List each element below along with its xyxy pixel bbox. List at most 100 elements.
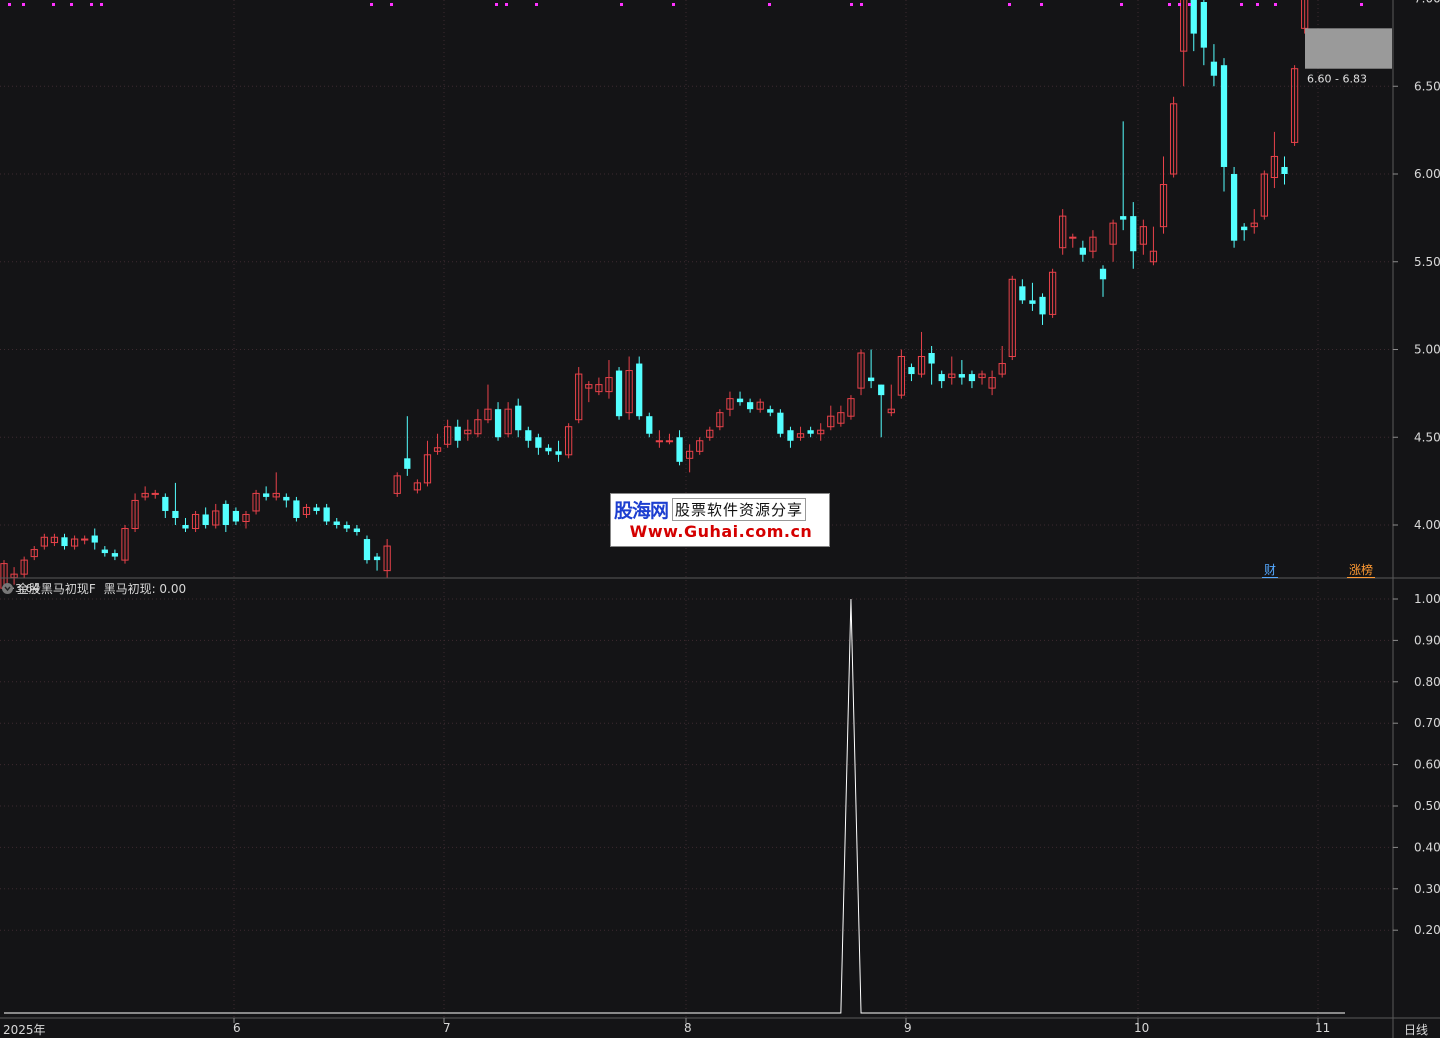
limit-up-badge[interactable]: 涨榜: [1347, 563, 1376, 578]
signal-marker: [1008, 3, 1011, 6]
candle-body: [585, 384, 593, 389]
signal-marker: [1240, 3, 1243, 6]
candle-body: [615, 370, 623, 417]
candle-body: [878, 384, 885, 396]
candle-body: [605, 377, 613, 393]
signal-marker: [768, 3, 771, 6]
price-tick-label: 5.50: [1414, 255, 1440, 269]
candle-body: [525, 430, 532, 441]
price-range-box: [1305, 28, 1392, 69]
signal-marker: [90, 3, 93, 6]
candle-body: [1029, 300, 1036, 304]
candle-body: [887, 408, 895, 414]
candle-body: [847, 398, 855, 417]
candle-body: [464, 429, 472, 435]
chevron-down-icon[interactable]: [2, 583, 13, 594]
price-tick-label: 7.00: [1414, 0, 1440, 6]
indicator-tick-label: 0.80: [1414, 675, 1440, 689]
signal-marker: [1120, 3, 1123, 6]
signal-marker: [100, 3, 103, 6]
candle-body: [655, 440, 664, 443]
candle-body: [393, 475, 401, 494]
x-label-1: 6: [233, 1021, 241, 1035]
candle-body: [545, 447, 552, 452]
candle-body: [1139, 226, 1147, 245]
candle-body: [293, 500, 300, 518]
candle-body: [1019, 286, 1026, 301]
candle-body: [1048, 271, 1057, 315]
candle-body: [685, 450, 694, 459]
signal-marker: [8, 3, 11, 6]
candle-body: [897, 356, 905, 396]
candle-body: [111, 553, 119, 557]
candle-body: [1089, 236, 1097, 252]
signal-marker: [672, 3, 675, 6]
candle-body: [162, 496, 169, 511]
candle-body: [1241, 226, 1248, 231]
candle-body: [263, 493, 270, 497]
candle-body: [182, 525, 189, 529]
indicator-title[interactable]: 金股黑马初现F: [16, 582, 96, 596]
candle-body: [272, 492, 280, 498]
candle-body: [121, 528, 129, 561]
price-tick-label: 4.00: [1414, 518, 1440, 532]
signal-marker: [535, 3, 538, 6]
indicator-line: [4, 598, 1345, 1014]
x-label-3: 8: [684, 1021, 692, 1035]
candle-body: [726, 398, 734, 410]
indicator-tick-label: 0.70: [1414, 716, 1440, 730]
candle-body: [1200, 2, 1207, 48]
signal-marker: [52, 3, 55, 6]
price-tick-label: 6.00: [1414, 167, 1440, 181]
candle-body: [383, 545, 391, 572]
finance-badge[interactable]: 财: [1262, 563, 1279, 578]
candle-body: [1120, 216, 1127, 220]
candle-body: [343, 525, 350, 529]
watermark-slogan: 股票软件资源分享: [672, 497, 807, 521]
x-label-2: 7: [443, 1021, 451, 1035]
candle-body: [938, 374, 945, 382]
candle-body: [1260, 173, 1268, 217]
indicator-tick-label: 0.90: [1414, 633, 1440, 647]
candle-body: [998, 363, 1006, 375]
candle-body: [1281, 166, 1288, 174]
candle-body: [857, 352, 865, 389]
candle-body: [242, 513, 250, 522]
candle-body: [1270, 155, 1279, 179]
candlestick-layer: 7.99 - 8.327.26 - 7.476.60 - 6.839.903.6…: [0, 0, 1392, 595]
candle-body: [1210, 61, 1218, 76]
candle-body: [363, 539, 371, 561]
indicator-tick-label: 0.50: [1414, 799, 1440, 813]
candle-body: [1220, 65, 1228, 167]
candle-body: [777, 412, 784, 434]
indicator-tick-label: 1.00: [1414, 592, 1440, 606]
grid-layer: [0, 0, 1393, 1018]
candle-body: [796, 433, 805, 438]
period-label[interactable]: 日线: [1404, 1023, 1429, 1037]
signal-marker: [505, 3, 508, 6]
price-tick-label: 4.50: [1414, 430, 1440, 444]
candle-body: [756, 401, 764, 410]
candle-body: [20, 559, 28, 575]
candle-body: [172, 510, 179, 518]
signal-marker: [850, 3, 853, 6]
candle-body: [131, 499, 139, 530]
candle-body: [413, 482, 422, 491]
candle-body: [222, 503, 229, 525]
candle-body: [968, 374, 976, 382]
candle-body: [1190, 0, 1197, 34]
candle-body: [575, 373, 583, 421]
indicator-tick-label: 0.30: [1414, 882, 1440, 896]
candle-body: [706, 429, 714, 438]
candle-body: [50, 536, 59, 544]
candle-body: [1290, 68, 1299, 143]
candle-body: [928, 353, 935, 364]
candle-body: [1079, 247, 1086, 255]
candle-body: [636, 363, 643, 417]
candle-body: [302, 506, 311, 515]
signal-marker: [860, 3, 863, 6]
signal-marker: [390, 3, 393, 6]
signal-marker: [1360, 3, 1363, 6]
